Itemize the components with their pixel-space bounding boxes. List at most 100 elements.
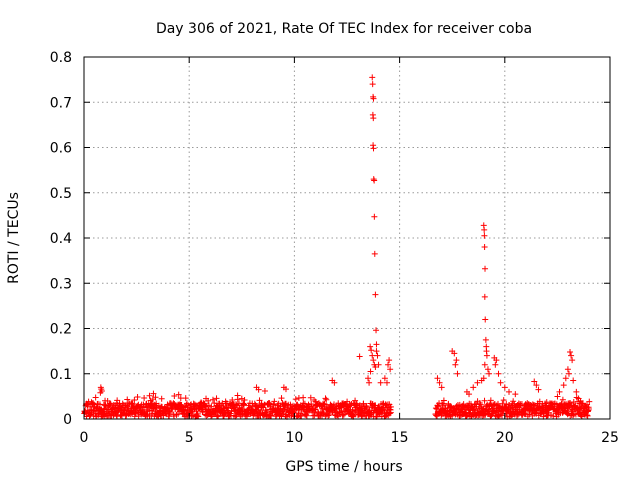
data-point [107,400,114,407]
data-point [323,396,330,403]
data-point [568,352,575,359]
data-point [124,396,131,403]
data-point [481,244,488,251]
data-point [369,81,376,88]
data-point [373,327,380,334]
data-point [482,336,489,343]
data-point [305,401,312,408]
data-point [85,398,92,405]
data-point [171,413,178,420]
data-point [483,352,490,359]
data-point [451,350,458,357]
data-point [500,397,507,404]
data-point [585,406,592,413]
data-point [577,404,584,411]
data-point [487,397,494,404]
x-tick-label: 5 [185,430,194,446]
data-point [583,412,590,419]
data-point [513,412,520,419]
data-point [177,395,184,402]
data-point [282,412,289,419]
data-point [386,357,393,364]
data-point [484,366,491,373]
y-tick-label: 0 [63,412,72,428]
data-point [201,400,208,407]
data-point [569,357,576,364]
data-point [300,394,307,401]
data-point [365,375,372,382]
data-point [234,392,241,399]
data-point [307,394,314,401]
data-points [81,74,593,420]
data-point [386,410,393,417]
data-point [478,377,485,384]
data-point [271,398,278,405]
data-point [369,352,376,359]
data-point [372,363,379,370]
axis-tick-labels: 0 5 10 15 20 25 0 0.1 0.2 0.3 0.4 0.5 0.6 0.7 0.8 [50,50,619,446]
y-tick-label: 0.8 [50,50,72,66]
data-point [482,265,489,272]
axis-ticks [83,56,611,420]
data-point [370,95,377,102]
data-point [338,404,345,411]
data-point [526,411,533,418]
y-tick-label: 0.1 [50,367,72,383]
data-point [567,349,574,356]
data-point [90,400,97,407]
data-point [255,386,262,393]
data-point [152,394,159,401]
data-point [241,397,248,404]
data-point [565,370,572,377]
y-tick-label: 0.4 [50,231,72,247]
data-point [369,74,376,81]
data-point [531,378,538,385]
data-point [366,379,373,386]
data-point [331,379,338,386]
data-point [499,412,506,419]
data-point [373,348,380,355]
x-tick-label: 0 [80,430,89,446]
data-point [339,412,346,419]
data-point [367,343,374,350]
data-point [481,293,488,300]
data-point [373,341,380,348]
x-tick-label: 15 [391,430,409,446]
data-point [438,384,445,391]
data-point [387,366,394,373]
data-point [372,291,379,298]
data-point [383,379,390,386]
data-point [208,403,215,410]
data-point [308,401,315,408]
data-point [114,397,121,404]
y-tick-label: 0.6 [50,141,72,157]
data-point [303,412,310,419]
data-point [101,405,108,412]
data-point [131,397,138,404]
data-point [375,361,382,368]
data-point [377,379,384,386]
data-point [470,384,477,391]
data-point [452,361,459,368]
data-point [570,412,577,419]
data-point [97,389,104,396]
data-point [481,361,488,368]
data-point [175,391,182,398]
data-point [506,388,513,395]
data-point [564,411,571,418]
data-point [495,370,502,377]
data-point [481,226,488,233]
data-point [371,213,378,220]
data-point [533,382,540,389]
data-point [371,250,378,257]
data-point [267,412,274,419]
data-point [213,395,220,402]
data-point [182,403,189,410]
data-point [158,395,165,402]
y-tick-label: 0.7 [50,95,72,111]
data-point [562,375,569,382]
data-point [238,395,245,402]
data-point [482,316,489,323]
data-point [564,366,571,373]
data-point [559,396,566,403]
